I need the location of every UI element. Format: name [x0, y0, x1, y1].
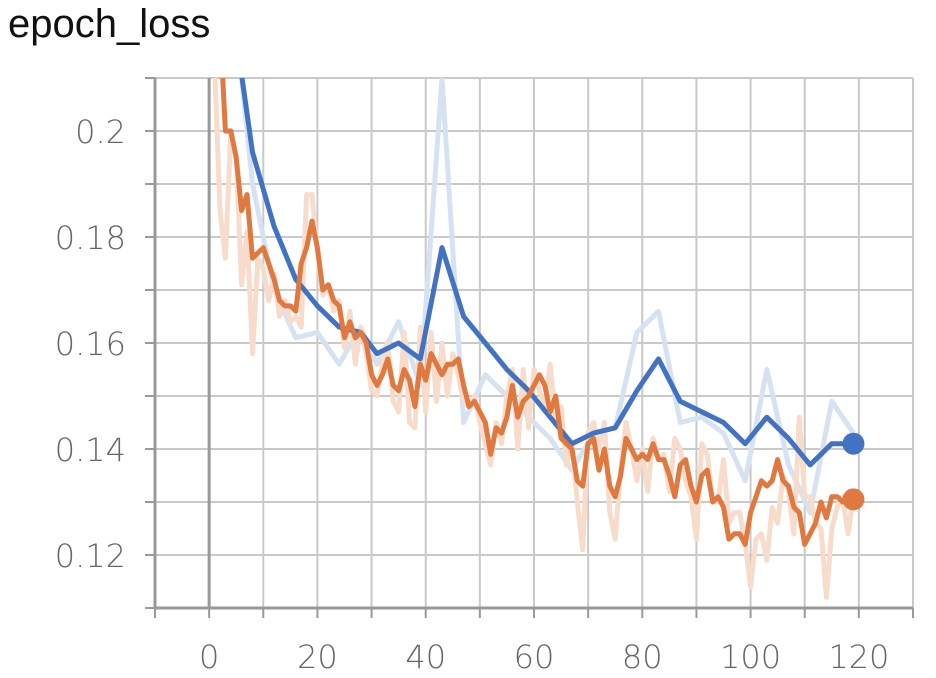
- x-tick-label: 80: [622, 638, 663, 676]
- x-tick-label: 20: [297, 638, 338, 676]
- x-axis-ticks: 0 20 40 60 80 100 120: [199, 638, 889, 676]
- y-tick-label: 0.2: [75, 113, 126, 151]
- grid: [154, 77, 914, 609]
- axes: [145, 77, 914, 618]
- x-tick-label: 40: [405, 638, 446, 676]
- chart-title: epoch_loss: [8, 2, 211, 46]
- blue-smoothed-end-marker[interactable]: [842, 432, 865, 455]
- x-tick-label: 0: [199, 638, 219, 676]
- x-tick-label: 120: [828, 638, 889, 676]
- orange-smoothed-line[interactable]: [220, 78, 856, 547]
- y-tick-label: 0.16: [55, 325, 126, 363]
- y-tick-label: 0.18: [55, 219, 126, 257]
- orange-smoothed-raw-line[interactable]: [209, 0, 856, 600]
- x-tick-label: 100: [720, 638, 781, 676]
- y-tick-label: 0.14: [55, 431, 126, 469]
- y-tick-label: 0.12: [55, 537, 126, 575]
- y-axis-ticks: 0.12 0.14 0.16 0.18 0.2: [55, 113, 126, 575]
- series-markers[interactable]: [842, 432, 865, 511]
- orange-smoothed-end-marker[interactable]: [842, 488, 865, 511]
- series-lines[interactable]: [209, 0, 856, 600]
- x-tick-label: 60: [514, 638, 555, 676]
